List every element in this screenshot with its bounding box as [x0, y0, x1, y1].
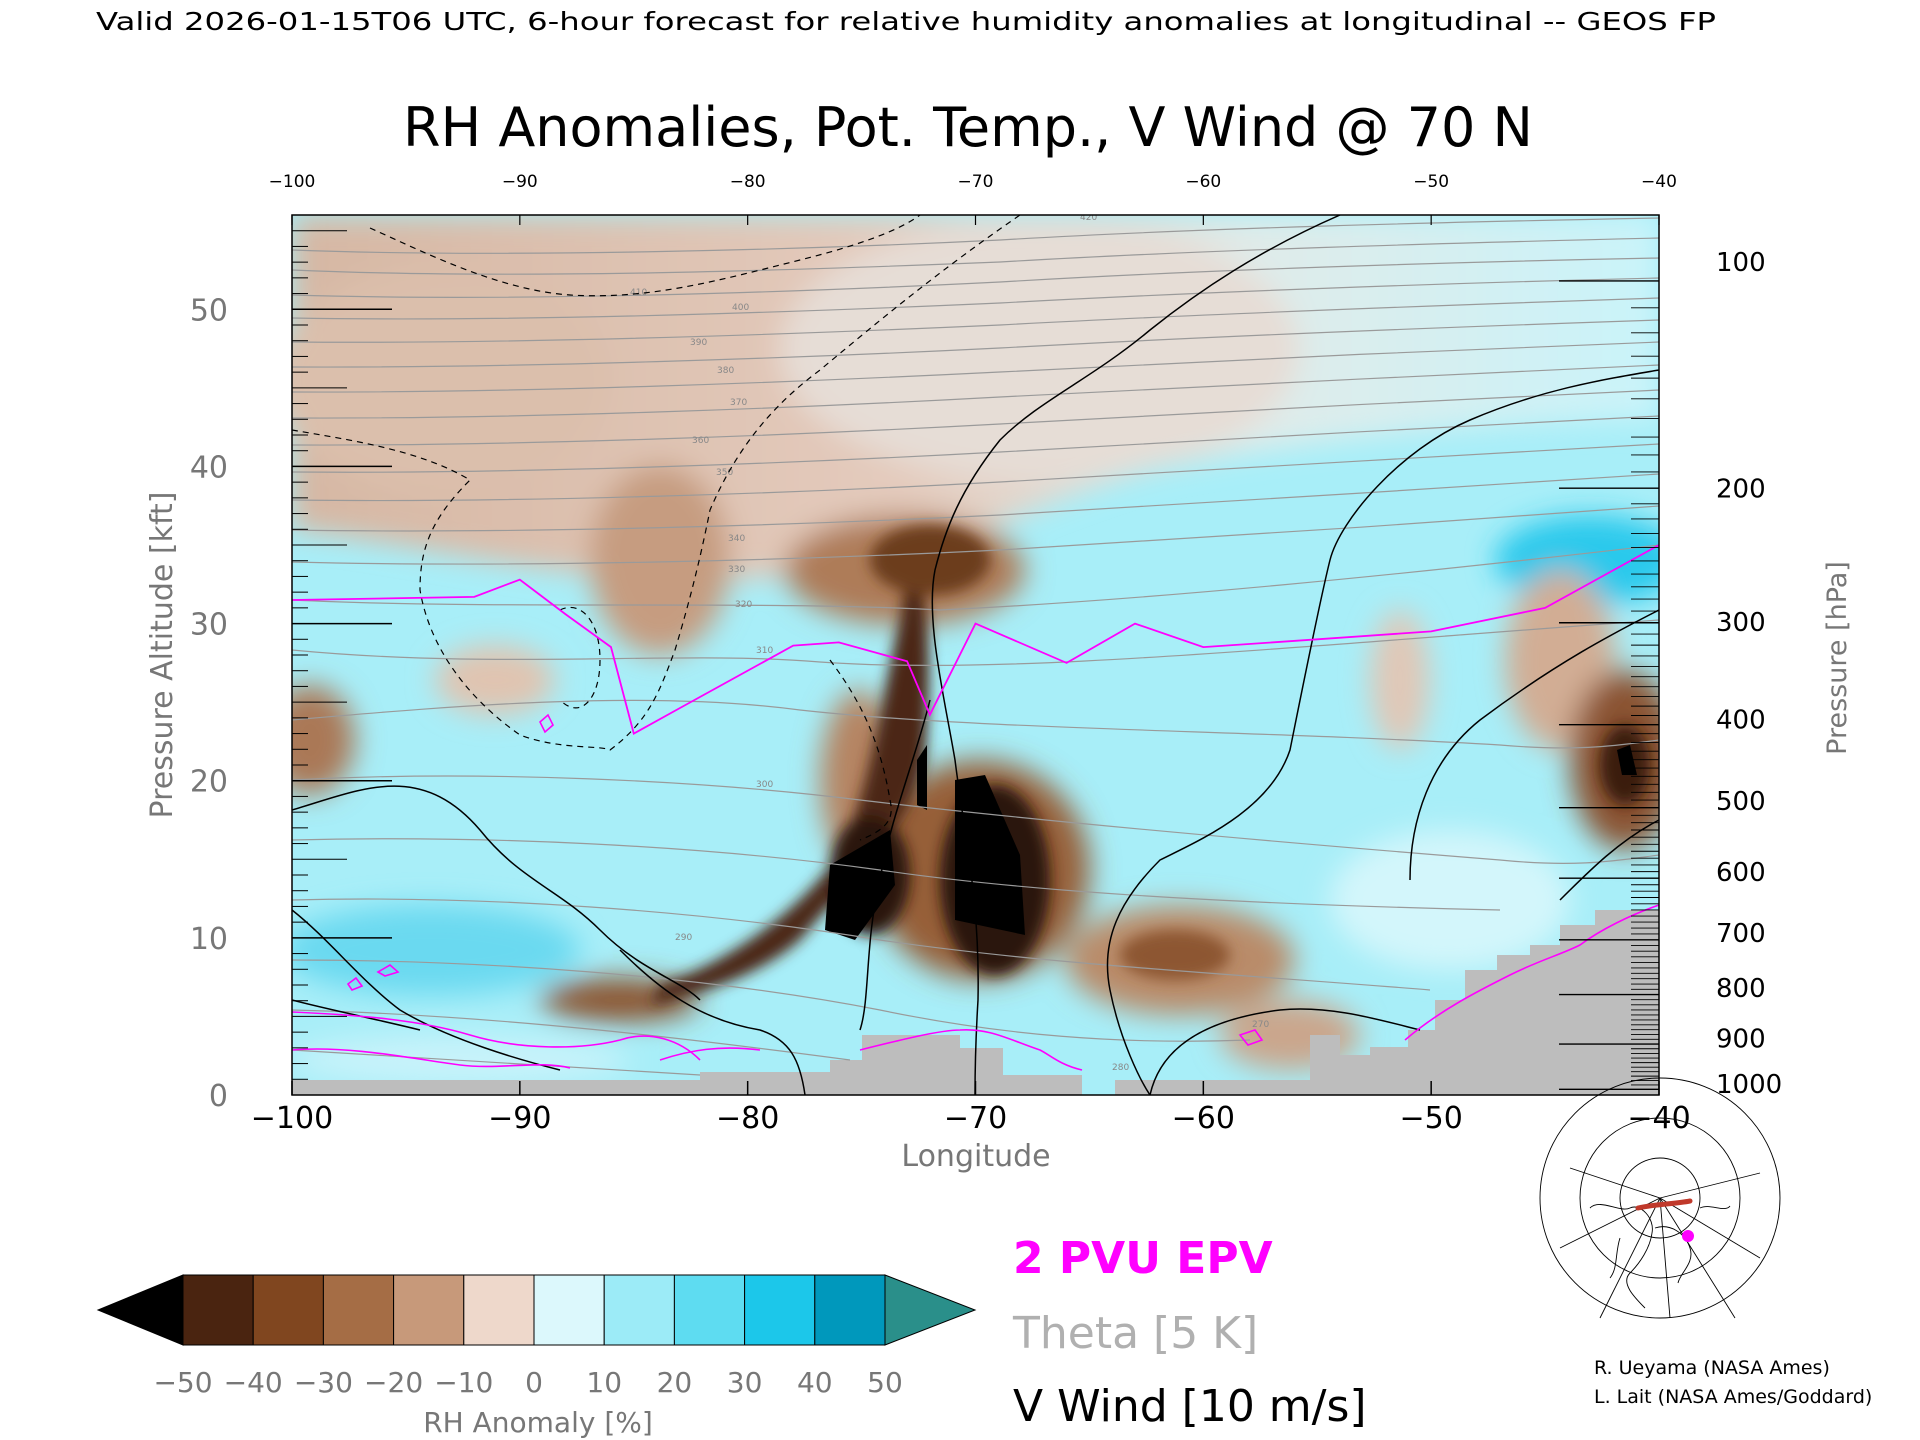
colorbar-tick-label: 0: [525, 1366, 543, 1399]
colorbar: −50 −40 −30 −20 −10 0 10 20 30 40 50: [96, 1274, 977, 1399]
pressure-tick-label: 200: [1716, 474, 1766, 504]
theta-label: 380: [717, 366, 734, 376]
pressure-tick-label: 1000: [1716, 1070, 1782, 1100]
colorbar-tick-label: −10: [434, 1366, 493, 1399]
rh-anomaly-field: 420 410 400 390 380 370 360 350 340 330 …: [292, 213, 1659, 1095]
theta-label: 270: [1252, 1020, 1269, 1030]
y-tick-label: 0: [209, 1079, 228, 1114]
colorbar-segment: [673, 1274, 746, 1346]
colorbar-tick-label: −20: [364, 1366, 423, 1399]
y-axis-right: 100 200 300 400 500 600 700 800 900 1000: [1559, 248, 1782, 1100]
y-axis-left: 0 10 20 30 40 50: [190, 230, 392, 1114]
colorbar-tick-label: 20: [657, 1366, 693, 1399]
x-axis-label: Longitude: [901, 1139, 1050, 1174]
pressure-tick-label: 100: [1716, 248, 1766, 278]
pressure-tick-label: 900: [1716, 1024, 1766, 1054]
inset-map: [1539, 1077, 1781, 1319]
pressure-tick-label: 600: [1716, 858, 1766, 888]
theta-contours: [292, 217, 1659, 1076]
theta-label: 400: [732, 303, 749, 313]
vwind-dashed-contours: [292, 215, 1021, 841]
epv-2pvu-line: [292, 544, 1659, 735]
colorbar-low-arrow: [96, 1274, 184, 1346]
colorbar-tick-label: 40: [797, 1366, 833, 1399]
x-top-tick-label: −50: [1413, 172, 1449, 192]
colorbar-tick-label: 10: [586, 1366, 622, 1399]
x-tick-label: −90: [488, 1101, 551, 1136]
pressure-tick-label: 400: [1716, 705, 1766, 735]
x-tick-label: −60: [1172, 1101, 1235, 1136]
colorbar-tick-label: −30: [294, 1366, 353, 1399]
colorbar-segment: [814, 1274, 886, 1346]
theta-label: 300: [756, 780, 773, 790]
colorbar-tick-label: −40: [224, 1366, 283, 1399]
vwind-contours: [292, 215, 1659, 1095]
theta-label: 340: [728, 534, 745, 544]
theta-label: 310: [756, 646, 773, 656]
x-tick-label: −40: [1627, 1101, 1690, 1136]
x-tick-label: −50: [1400, 1101, 1463, 1136]
colorbar-tick-label: 30: [727, 1366, 763, 1399]
theta-label: 390: [690, 338, 707, 348]
theta-label: 330: [728, 565, 745, 575]
theta-label: 370: [730, 398, 747, 408]
legend: 2 PVU EPV Theta [5 K] V Wind [10 m/s]: [1012, 1233, 1367, 1432]
epv-small-loops: [292, 713, 1659, 1071]
colorbar-high-arrow: [884, 1274, 977, 1346]
credit-line-2: L. Lait (NASA Ames/Goddard): [1594, 1386, 1872, 1408]
x-top-tick-label: −70: [958, 172, 994, 192]
colorbar-segment: [182, 1274, 254, 1346]
pressure-tick-label: 500: [1716, 787, 1766, 817]
credit-line-1: R. Ueyama (NASA Ames): [1594, 1357, 1830, 1379]
theta-label: 320: [735, 600, 752, 610]
x-top-tick-label: −80: [730, 172, 766, 192]
theta-label: 280: [1112, 1063, 1129, 1073]
legend-epv: 2 PVU EPV: [1013, 1233, 1273, 1284]
pressure-tick-label: 700: [1716, 919, 1766, 949]
colorbar-tick-label: 50: [867, 1366, 903, 1399]
theta-label: 420: [1080, 213, 1097, 223]
colorbar-segment: [393, 1274, 465, 1346]
y-axis-label-right: Pressure [hPa]: [1822, 561, 1853, 755]
theta-label: 350: [716, 468, 733, 478]
y-axis-label-left: Pressure Altitude [kft]: [145, 492, 180, 819]
colorbar-label: RH Anomaly [%]: [423, 1406, 653, 1439]
x-axis-bottom: −100 −90 −80 −70 −60 −50 −40: [251, 1081, 1691, 1136]
theta-label: 360: [692, 436, 709, 446]
y-tick-label: 50: [190, 293, 228, 328]
pressure-tick-label: 800: [1716, 974, 1766, 1004]
valid-line: Valid 2026-01-15T06 UTC, 6-hour forecast…: [96, 7, 1716, 36]
x-tick-label: −80: [716, 1101, 779, 1136]
legend-theta: Theta [5 K]: [1012, 1308, 1258, 1359]
x-top-tick-label: −40: [1641, 172, 1677, 192]
x-axis-top: −100 −90 −80 −70 −60 −50 −40: [269, 172, 1677, 225]
x-top-tick-label: −60: [1185, 172, 1221, 192]
colorbar-tick-label: −50: [153, 1366, 212, 1399]
colorbar-segment: [603, 1274, 675, 1346]
x-tick-label: −70: [944, 1101, 1007, 1136]
colorbar-segment: [744, 1274, 816, 1346]
legend-vwind: V Wind [10 m/s]: [1013, 1381, 1367, 1432]
y-tick-label: 30: [190, 608, 228, 643]
y-tick-label: 10: [190, 922, 228, 957]
colorbar-segment: [463, 1274, 535, 1346]
x-top-tick-label: −90: [502, 172, 538, 192]
colorbar-segment: [533, 1274, 605, 1346]
chart-title: RH Anomalies, Pot. Temp., V Wind @ 70 N: [403, 96, 1533, 159]
pressure-tick-label: 300: [1716, 608, 1766, 638]
colorbar-segment: [252, 1274, 324, 1346]
x-tick-label: −100: [251, 1101, 333, 1136]
y-tick-label: 40: [190, 450, 228, 485]
colorbar-segment: [322, 1274, 395, 1346]
theta-label: 290: [675, 933, 692, 943]
y-tick-label: 20: [190, 765, 228, 800]
x-top-tick-label: −100: [269, 172, 316, 192]
